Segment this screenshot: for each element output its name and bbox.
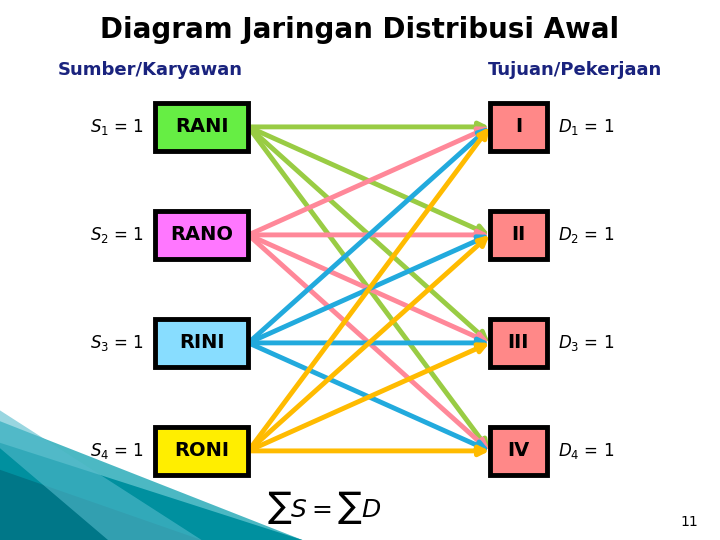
Text: RANI: RANI (175, 117, 228, 137)
Text: Diagram Jaringan Distribusi Awal: Diagram Jaringan Distribusi Awal (100, 16, 620, 44)
FancyBboxPatch shape (490, 427, 547, 475)
Text: I: I (515, 117, 522, 137)
Text: RANO: RANO (170, 225, 233, 245)
FancyBboxPatch shape (155, 103, 248, 151)
FancyBboxPatch shape (490, 103, 547, 151)
Text: $S_1$ = 1: $S_1$ = 1 (90, 117, 144, 137)
FancyBboxPatch shape (155, 211, 248, 259)
Text: $D_1$ = 1: $D_1$ = 1 (558, 117, 614, 137)
Text: Sumber/Karyawan: Sumber/Karyawan (58, 61, 243, 79)
Text: $S_4$ = 1: $S_4$ = 1 (90, 441, 144, 461)
Text: IV: IV (508, 441, 529, 461)
FancyBboxPatch shape (155, 319, 248, 367)
Text: Tujuan/Pekerjaan: Tujuan/Pekerjaan (488, 61, 662, 79)
Text: $S_3$ = 1: $S_3$ = 1 (90, 333, 144, 353)
Polygon shape (0, 410, 202, 540)
Text: $D_3$ = 1: $D_3$ = 1 (558, 333, 614, 353)
Text: $D_4$ = 1: $D_4$ = 1 (558, 441, 614, 461)
Text: $D_2$ = 1: $D_2$ = 1 (558, 225, 614, 245)
Text: RONI: RONI (174, 441, 229, 461)
Text: 11: 11 (680, 515, 698, 529)
Polygon shape (0, 421, 302, 540)
FancyBboxPatch shape (155, 427, 248, 475)
Text: III: III (508, 333, 529, 353)
Polygon shape (0, 443, 302, 540)
FancyBboxPatch shape (490, 211, 547, 259)
Text: RINI: RINI (179, 333, 225, 353)
Text: II: II (511, 225, 526, 245)
Text: $\sum S = \sum D$: $\sum S = \sum D$ (267, 489, 381, 526)
Text: $S_2$ = 1: $S_2$ = 1 (90, 225, 144, 245)
FancyBboxPatch shape (490, 319, 547, 367)
